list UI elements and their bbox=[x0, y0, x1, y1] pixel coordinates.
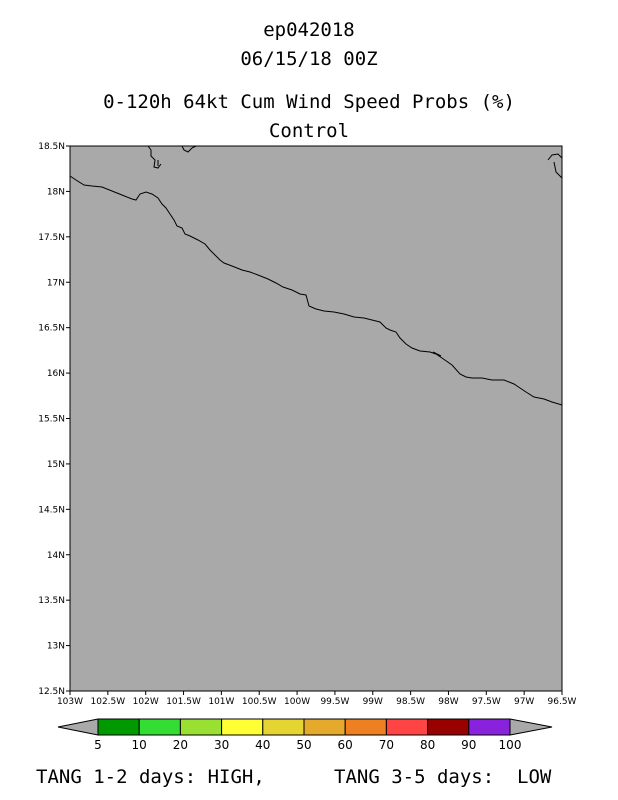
colorbar-label: 70 bbox=[379, 738, 394, 752]
colorbar-swatch bbox=[427, 718, 470, 736]
lon-tick-label: 97W bbox=[514, 697, 534, 707]
colorbar-swatch bbox=[179, 718, 223, 736]
colorbar-label: 30 bbox=[214, 738, 229, 752]
northeast-coast-feature bbox=[547, 153, 563, 179]
lon-tick-label: 101W bbox=[208, 697, 234, 707]
lon-tick-label: 101.5W bbox=[166, 697, 201, 707]
colorbar-label: 40 bbox=[255, 738, 270, 752]
lat-tick-label: 18.5N bbox=[38, 142, 65, 152]
colorbar-label: 10 bbox=[132, 738, 147, 752]
colorbar-label: 90 bbox=[461, 738, 476, 752]
storm-id-title: ep042018 bbox=[263, 19, 355, 41]
map-plot-area bbox=[69, 145, 563, 692]
footer-tang-1-2: TANG 1-2 days: HIGH, bbox=[36, 766, 265, 788]
colorbar-label: 80 bbox=[420, 738, 435, 752]
colorbar-swatch bbox=[97, 718, 140, 736]
colorbar-swatch bbox=[344, 718, 387, 736]
lat-tick-label: 18N bbox=[47, 187, 65, 197]
lon-tick-label: 102W bbox=[133, 697, 159, 707]
colorbar-label: 20 bbox=[173, 738, 188, 752]
lat-tick-label: 15.5N bbox=[38, 415, 65, 425]
colorbar-swatch bbox=[303, 718, 346, 736]
lon-tick-label: 103W bbox=[57, 697, 83, 707]
colorbar-label: 50 bbox=[296, 738, 311, 752]
footer-tang-3-5: TANG 3-5 days: LOW bbox=[334, 766, 552, 788]
run-title: Control bbox=[268, 120, 350, 142]
colorbar-swatch bbox=[262, 718, 305, 736]
colorbar-under-arrow bbox=[57, 718, 99, 736]
lat-tick-label: 17N bbox=[47, 278, 65, 288]
lon-tick-label: 96.5W bbox=[548, 697, 577, 707]
lon-tick-label: 102.5W bbox=[91, 697, 126, 707]
lat-tick-label: 14N bbox=[47, 551, 65, 561]
lon-tick-label: 99W bbox=[363, 697, 383, 707]
colorbar-swatch bbox=[385, 718, 429, 736]
colorbar-swatch bbox=[138, 718, 181, 736]
datetime-title: 06/15/18 00Z bbox=[240, 48, 378, 70]
lon-tick-label: 98W bbox=[438, 697, 458, 707]
lat-tick-label: 15N bbox=[47, 460, 65, 470]
lon-tick-label: 98.5W bbox=[396, 697, 425, 707]
lat-tick-label: 12.5N bbox=[38, 687, 65, 697]
lon-tick-label: 99.5W bbox=[320, 697, 349, 707]
colorbar-over-arrow bbox=[509, 718, 553, 736]
colorbar-swatch bbox=[221, 718, 264, 736]
lat-tick-label: 16.5N bbox=[38, 324, 65, 334]
lat-tick-label: 13.5N bbox=[38, 596, 65, 606]
lon-tick-label: 100W bbox=[284, 697, 310, 707]
colorbar-label: 60 bbox=[338, 738, 353, 752]
lat-tick-label: 17.5N bbox=[38, 233, 65, 243]
coastline-detail bbox=[432, 351, 442, 357]
lon-tick-label: 100.5W bbox=[242, 697, 277, 707]
lon-tick-label: 97.5W bbox=[472, 697, 501, 707]
colorbar-swatch bbox=[468, 718, 511, 736]
northern-coast-feature bbox=[147, 145, 162, 169]
colorbar-label: 100 bbox=[499, 738, 522, 752]
lat-tick-label: 13N bbox=[47, 642, 65, 652]
colorbar-label: 5 bbox=[94, 738, 102, 752]
map-figure: 18.5N 18N 17.5N 17N 16.5N 16N 15.5N 15N 14.5N 14N… bbox=[38, 142, 577, 752]
lat-tick-label: 16N bbox=[47, 369, 65, 379]
coastline bbox=[69, 175, 563, 406]
lat-tick-label: 14.5N bbox=[38, 505, 65, 515]
product-title: 0-120h 64kt Cum Wind Speed Probs (%) bbox=[103, 91, 515, 113]
northern-coast-feature-2 bbox=[181, 145, 197, 153]
